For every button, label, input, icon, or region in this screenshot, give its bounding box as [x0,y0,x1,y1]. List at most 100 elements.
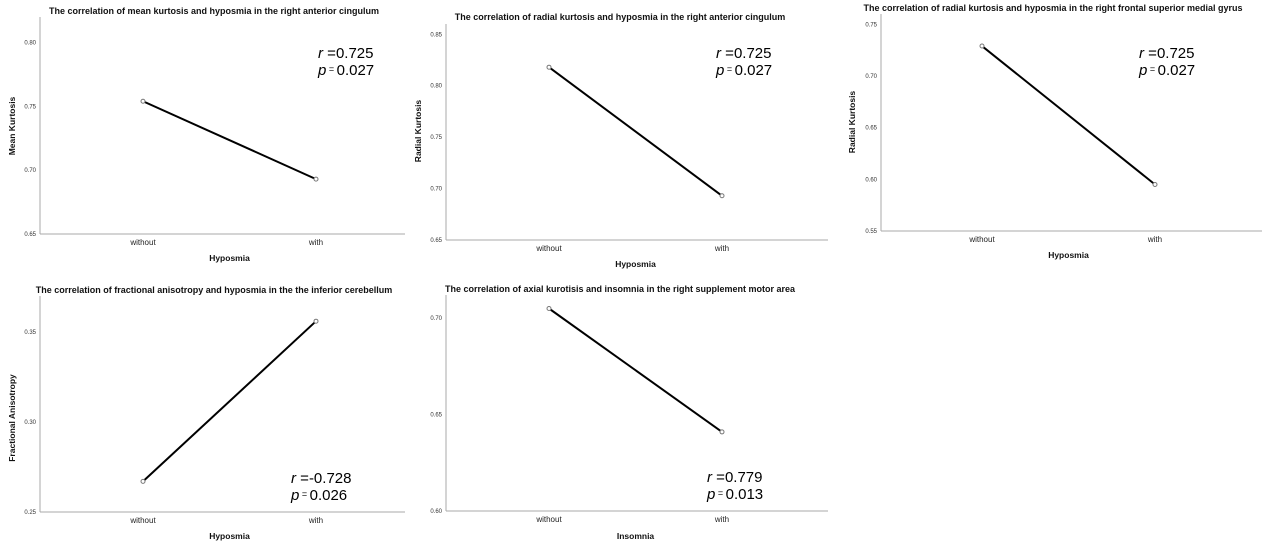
y-tick-label: 0.70 [865,74,877,80]
r-value: 0.725 [1157,45,1195,62]
x-category-label: without [535,244,562,253]
y-tick-label: 0.70 [430,187,442,193]
data-point [1152,182,1158,187]
data-point [546,306,552,311]
y-tick-label: 0.85 [430,32,442,38]
r-symbol: r [716,45,722,62]
r-value: -0.728 [309,470,352,487]
y-tick-label: 0.35 [24,330,36,336]
x-axis-label: Hyposmia [615,259,656,269]
series-line [142,320,317,483]
p-equals: = [724,64,734,74]
y-tick-label: 0.75 [24,104,36,110]
y-tick-label: 0.55 [865,229,877,235]
p-equals: = [299,489,309,499]
x-axis-label: Hyposmia [209,531,250,541]
data-point [313,176,319,182]
p-value: 0.027 [1158,62,1196,79]
r-equals: = [721,45,734,62]
p-value: 0.027 [337,62,375,79]
data-point [546,64,552,70]
chart-title: The correlation of mean kurtosis and hyp… [49,6,379,16]
chart-title: The correlation of fractional anisotropy… [36,285,393,295]
x-category-label: with [308,516,323,525]
chart-panel-1: The correlation of mean kurtosis and hyp… [7,6,405,263]
y-axis-label: Radial Kurtosis [847,91,857,154]
x-category-label: with [1147,235,1162,244]
chart-panel-5: The correlation of axial kurotisis and i… [430,284,828,541]
r-symbol: r [707,469,713,486]
x-category-label: without [129,238,156,247]
y-tick-label: 0.60 [430,509,442,515]
series-line [981,45,1156,186]
data-point [979,43,985,49]
x-category-label: without [535,515,562,524]
data-point [140,98,146,104]
y-tick-label: 0.75 [430,135,442,141]
y-tick-label: 0.60 [865,177,877,183]
y-tick-label: 0.70 [430,316,442,322]
y-axis-label: Mean Kurtosis [7,96,17,155]
p-symbol: p [290,487,299,504]
p-statistic: p = 0.027 [317,62,374,79]
data-point [719,193,725,199]
chart-title: The correlation of radial kurtosis and h… [863,3,1242,13]
p-statistic: p = 0.027 [715,62,772,79]
y-tick-label: 0.65 [865,126,877,132]
x-axis-label: Hyposmia [1048,250,1089,260]
data-point [313,318,319,324]
p-value: 0.013 [726,486,764,503]
y-tick-label: 0.80 [430,84,442,90]
r-statistic: r =0.725 [318,45,373,62]
r-symbol: r [318,45,324,62]
data-point [140,478,146,484]
r-statistic: r =-0.728 [291,470,351,487]
p-equals: = [1147,64,1157,74]
r-equals: = [712,469,725,486]
r-equals: = [323,45,336,62]
y-tick-label: 0.70 [24,168,36,174]
r-equals: = [296,470,309,487]
series-line [548,66,723,197]
p-symbol: p [706,486,715,503]
p-symbol: p [317,62,326,79]
series-line [548,307,723,433]
r-statistic: r =0.779 [707,469,762,486]
y-tick-label: 0.65 [24,232,36,238]
r-value: 0.725 [734,45,772,62]
r-value: 0.779 [725,469,763,486]
y-tick-label: 0.75 [865,22,877,28]
y-tick-label: 0.25 [24,510,36,516]
x-category-label: without [968,235,995,244]
chart-title: The correlation of radial kurtosis and h… [455,12,786,22]
r-symbol: r [1139,45,1145,62]
y-tick-label: 0.80 [24,41,36,47]
y-tick-label: 0.65 [430,238,442,244]
x-axis-label: Insomnia [617,531,655,541]
y-axis-label: Radial Kurtosis [413,100,423,163]
p-statistic: p = 0.013 [706,486,763,503]
y-axis-label: Fractional Anisotropy [7,374,17,462]
r-statistic: r =0.725 [1139,45,1194,62]
r-symbol: r [291,470,297,487]
r-value: 0.725 [336,45,374,62]
data-point [719,429,725,435]
x-axis-label: Hyposmia [209,253,250,263]
p-symbol: p [715,62,724,79]
x-category-label: with [714,244,729,253]
series-line [142,100,317,181]
p-equals: = [326,64,336,74]
chart-panel-4: The correlation of fractional anisotropy… [7,285,405,541]
chart-title: The correlation of axial kurotisis and i… [445,284,796,294]
p-statistic: p = 0.027 [1138,62,1195,79]
r-equals: = [1144,45,1157,62]
p-statistic: p = 0.026 [290,487,347,504]
x-category-label: with [714,515,729,524]
x-category-label: with [308,238,323,247]
p-equals: = [715,488,725,498]
y-tick-label: 0.65 [430,413,442,419]
chart-panel-3: The correlation of radial kurtosis and h… [847,3,1262,260]
p-value: 0.026 [310,487,348,504]
p-symbol: p [1138,62,1147,79]
